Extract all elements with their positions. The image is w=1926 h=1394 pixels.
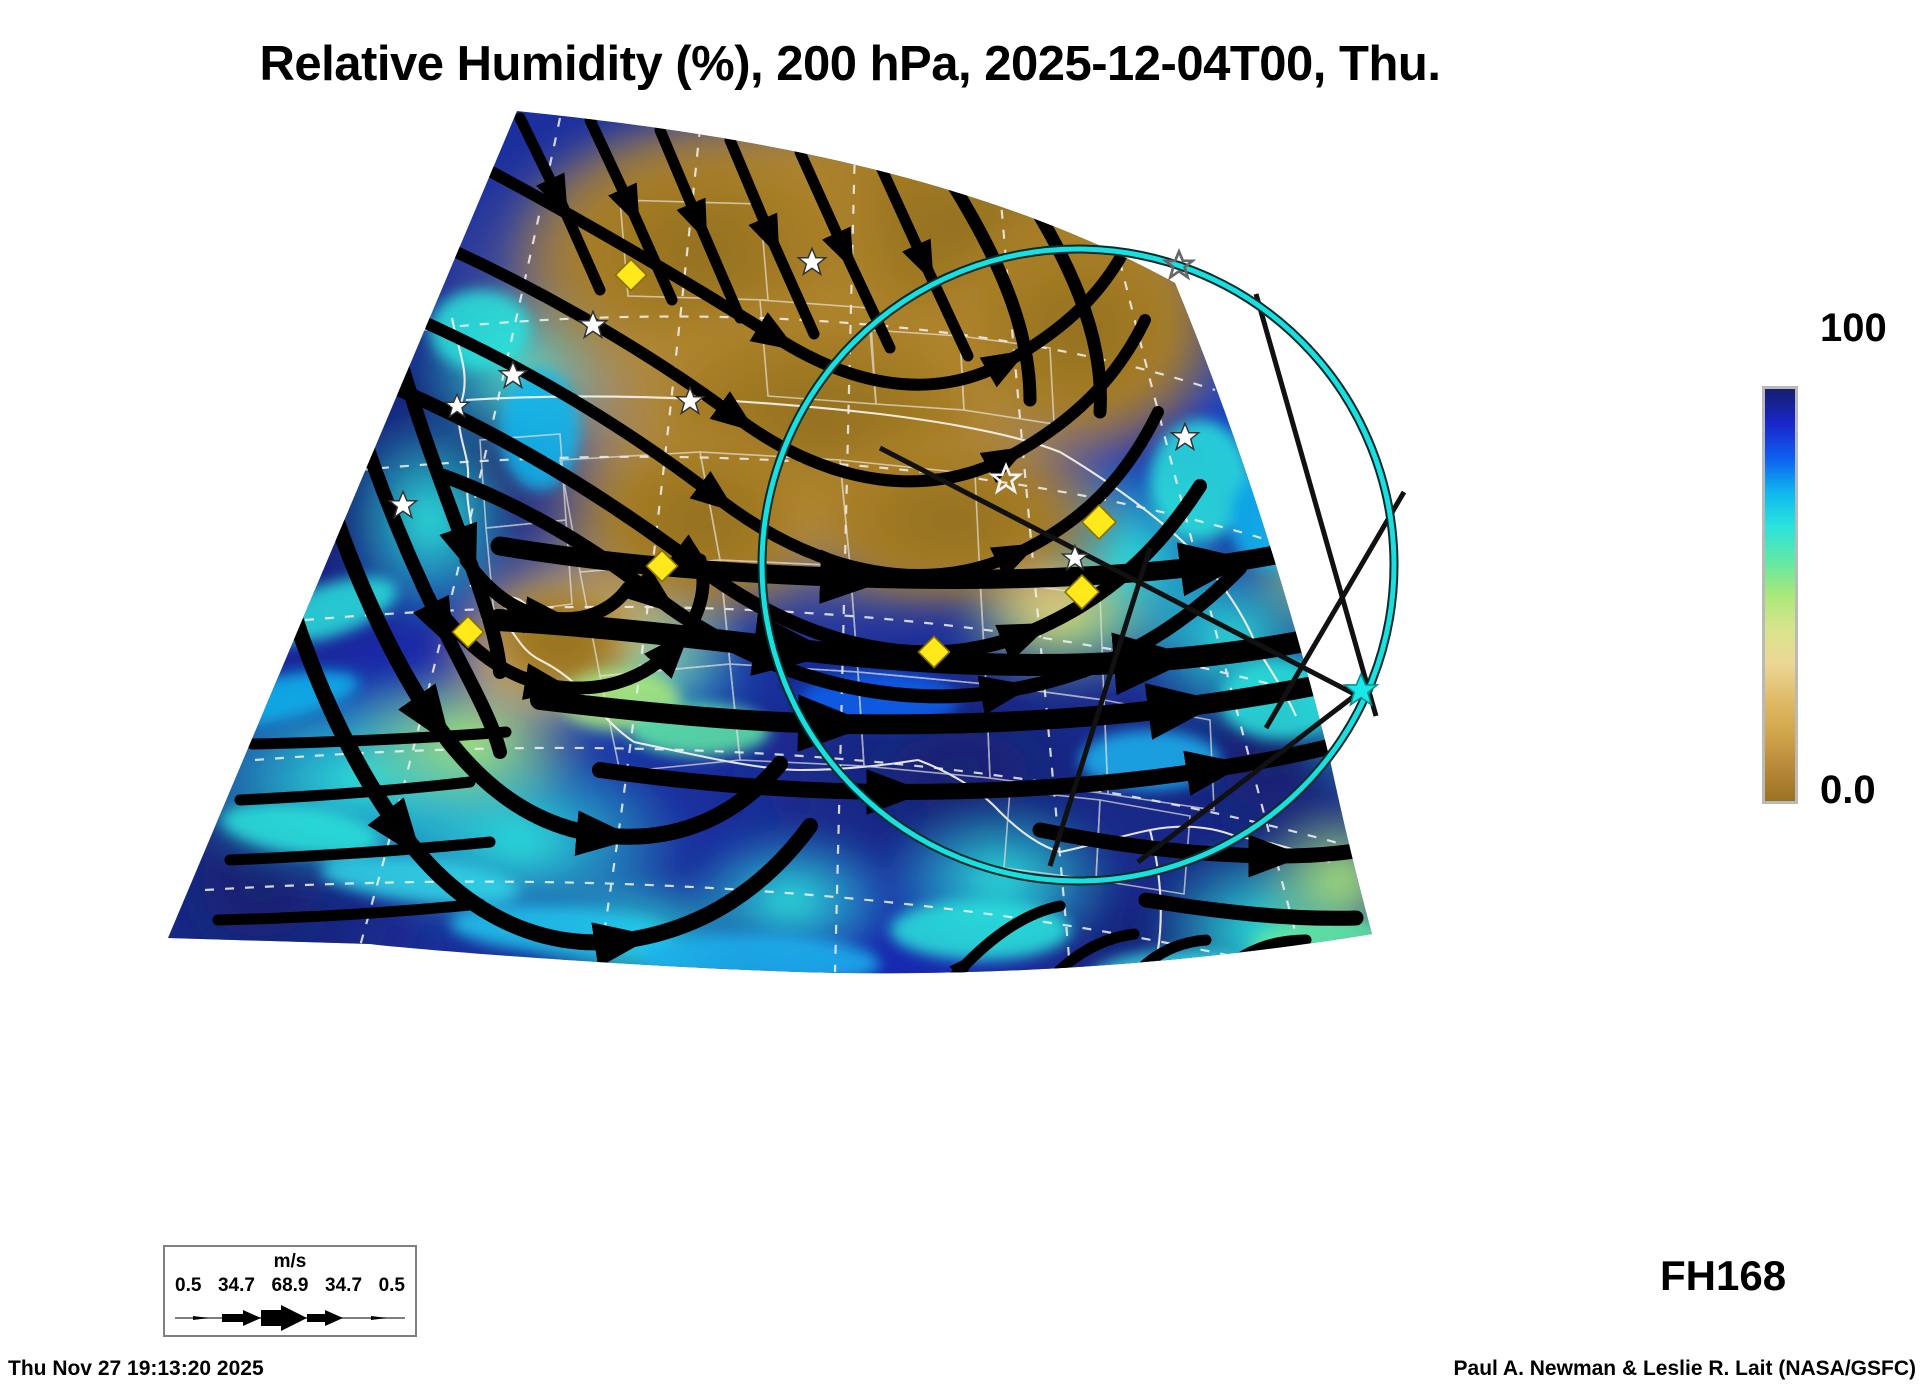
page-title: Relative Humidity (%), 200 hPa, 2025-12-… xyxy=(259,37,1441,91)
wind-tick-1: 34.7 xyxy=(217,1275,255,1296)
radial-lines xyxy=(878,293,1407,867)
wind-arrow-medium-right xyxy=(307,1310,343,1326)
radial-line-4 xyxy=(1047,547,1153,867)
radial-line-1 xyxy=(1253,293,1379,717)
weather-map[interactable] xyxy=(0,0,1700,1230)
wind-legend-arrows xyxy=(165,1303,415,1333)
wind-streamlines xyxy=(212,112,1372,974)
wind-legend-unit: m/s xyxy=(273,1251,307,1272)
map-panel[interactable] xyxy=(0,0,1700,1230)
wind-arrow-medium-left xyxy=(222,1310,261,1326)
station-markers[interactable] xyxy=(387,246,1380,707)
forecast-hour-label: FH168 xyxy=(1660,1252,1787,1299)
wind-tick-4: 0.5 xyxy=(378,1275,405,1296)
radial-line-2 xyxy=(1263,490,1407,730)
colorbar-max-label: 100 xyxy=(1820,306,1887,350)
wind-speed-legend: m/s 0.5 34.7 68.9 34.7 0.5 xyxy=(163,1245,417,1337)
author-credit: Paul A. Newman & Leslie R. Lait (NASA/GS… xyxy=(1453,1357,1916,1380)
generation-timestamp: Thu Nov 27 19:13:20 2025 xyxy=(8,1357,264,1380)
wind-arrow-thin-right xyxy=(371,1316,387,1320)
radial-line-3 xyxy=(878,445,1368,703)
station-star-outline[interactable] xyxy=(988,248,1197,495)
range-ring[interactable] xyxy=(759,246,1397,884)
wind-tick-2: 68.9 xyxy=(271,1275,309,1296)
wind-tick-3: 34.7 xyxy=(325,1275,363,1296)
center-star-icon[interactable] xyxy=(1342,671,1380,707)
wind-arrow-thin-left xyxy=(193,1316,209,1320)
wind-legend-ticks: 0.5 34.7 68.9 34.7 0.5 xyxy=(165,1275,415,1297)
wind-arrow-thick-center xyxy=(261,1305,307,1331)
range-ring-group[interactable] xyxy=(757,244,1407,886)
radial-line-5 xyxy=(1136,688,1364,864)
wind-tick-0: 0.5 xyxy=(175,1275,202,1296)
station-star[interactable] xyxy=(387,246,1201,572)
colorbar[interactable] xyxy=(1762,386,1798,804)
site-diamond-marker[interactable] xyxy=(451,258,1118,669)
colorbar-min-label: 0.0 xyxy=(1820,768,1876,812)
